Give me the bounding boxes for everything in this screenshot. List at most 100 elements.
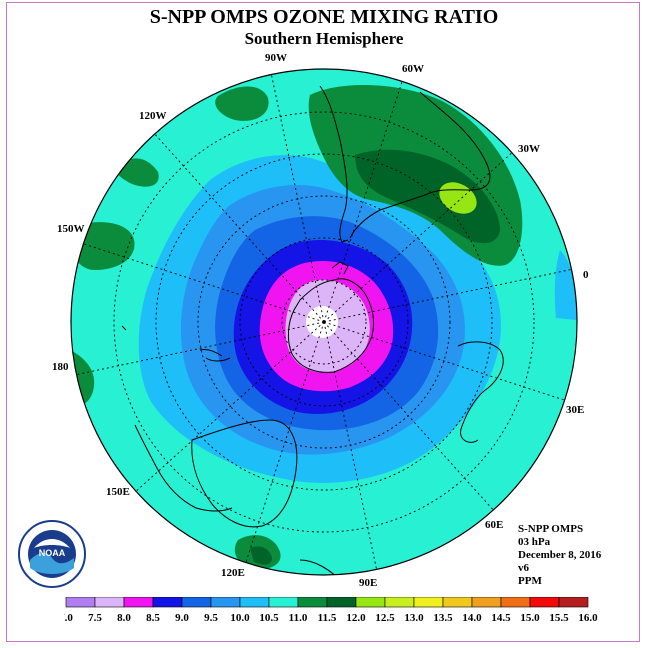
- lon-label-120w: 120W: [139, 110, 167, 122]
- colorbar-tick-label: 8.0: [117, 612, 131, 624]
- coastlines: [121, 85, 504, 575]
- info-level: 03 hPa: [518, 536, 551, 548]
- colorbar-tick-label: 9.5: [204, 612, 218, 624]
- lon-label-90w: 90W: [265, 52, 287, 64]
- meridian-line: [135, 321, 325, 492]
- colorbar-tick-label: 12.0: [346, 612, 366, 624]
- longitude-labels: 90W 60W 30W 0 120W 150W 180 30E 60E 90E …: [52, 52, 589, 589]
- colorbar-tick-label: 9.0: [175, 612, 189, 624]
- colorbar-tick-label: 7.0: [64, 612, 73, 624]
- meridian-line: [323, 321, 494, 511]
- lon-label-150w: 150W: [57, 223, 85, 235]
- colorbar-swatch: [239, 597, 270, 608]
- field-10-5-edge: [554, 250, 577, 320]
- meridian-line: [323, 321, 378, 570]
- colorbar-swatch: [181, 597, 212, 608]
- colorbar-tick-label: 11.0: [289, 612, 308, 624]
- lon-label-150e: 150E: [106, 486, 130, 498]
- colorbar-swatch: [152, 597, 183, 608]
- colorbar-swatch: [123, 597, 154, 608]
- ozone-field: [71, 69, 577, 575]
- field-11-5-patch-b: [116, 158, 159, 187]
- colorbar-swatch: [529, 597, 560, 608]
- colorbar-tick-label: 8.5: [146, 612, 160, 624]
- colorbar-swatch: [268, 597, 299, 608]
- colorbar-swatch: [384, 597, 415, 608]
- colorbar-tick-label: 10.5: [259, 612, 279, 624]
- colorbar-tick-label: 7.5: [88, 612, 102, 624]
- meridian-line: [270, 74, 325, 323]
- colorbar-swatch: [471, 597, 502, 608]
- lon-label-0: 0: [583, 269, 589, 281]
- map-border: [70, 68, 578, 576]
- latitude-circle-80: [281, 279, 367, 365]
- coast-antarctic-peninsula: [331, 261, 349, 275]
- colorbar-swatch: [94, 597, 125, 608]
- colorbar-tick-label: 13.0: [404, 612, 424, 624]
- coast-africa: [457, 341, 504, 443]
- lon-label-60e: 60E: [485, 519, 503, 531]
- graticule: [76, 74, 572, 570]
- latitude-circle-50: [155, 153, 493, 491]
- coast-south-america-west: [319, 85, 349, 243]
- field-11-5-patch-c: [71, 222, 135, 270]
- meridian-line: [323, 321, 565, 401]
- colorbar-swatches: [65, 597, 589, 608]
- colorbar-tick-label: 10.0: [230, 612, 250, 624]
- field-12-0-patch-e: [250, 546, 272, 565]
- info-product: S-NPP OMPS: [518, 523, 584, 535]
- coast-south-america-east: [349, 91, 491, 239]
- meridian-line: [323, 81, 403, 323]
- logo-text: NOAA: [39, 548, 66, 558]
- colorbar-swatch: [355, 597, 386, 608]
- colorbar-swatch: [326, 597, 357, 608]
- colorbar-tick-label: 15.5: [549, 612, 569, 624]
- coast-island-a: [121, 325, 127, 331]
- colorbar-tick-label: 15.0: [520, 612, 540, 624]
- colorbar-swatch: [500, 597, 531, 608]
- lon-label-30w: 30W: [518, 143, 540, 155]
- colorbar: 7.0 7.5 8.0 8.5 9.0 9.5 10.0 10.5 11.0 11.5 12.0 12…: [64, 597, 598, 624]
- meridians: [76, 74, 572, 570]
- meridian-line: [76, 321, 325, 376]
- lon-label-30e: 30E: [566, 404, 584, 416]
- coast-antarctica: [287, 278, 375, 373]
- colorbar-tick-label: 12.5: [375, 612, 395, 624]
- coast-australia: [191, 419, 298, 528]
- colorbar-ticks: 7.0 7.5 8.0 8.5 9.0 9.5 10.0 10.5 11.0 11.5 12.0 12…: [64, 612, 598, 624]
- colorbar-tick-label: 13.5: [433, 612, 453, 624]
- colorbar-swatch: [442, 597, 473, 608]
- lon-label-60w: 60W: [402, 63, 424, 75]
- coast-ross-sea: [199, 349, 231, 362]
- colorbar-swatch: [210, 597, 241, 608]
- colorbar-swatch: [297, 597, 328, 608]
- colorbar-swatch: [558, 597, 589, 608]
- latitude-circle-70: [239, 237, 409, 407]
- field-11-5-patch-a: [215, 86, 269, 121]
- coast-indonesia: [299, 559, 341, 575]
- info-block: S-NPP OMPS 03 hPa December 8, 2016 v6 PP…: [518, 523, 601, 588]
- noaa-logo: NOAA: [18, 520, 86, 588]
- colorbar-tick-label: 16.0: [578, 612, 598, 624]
- figure-frame: [6, 2, 640, 642]
- info-version: v6: [518, 562, 529, 574]
- meridian-line: [245, 321, 325, 563]
- colorbar-tick-label: 14.5: [491, 612, 511, 624]
- info-units: PPM: [518, 575, 542, 587]
- meridian-line: [154, 133, 325, 323]
- latitude-circle-40: [113, 111, 535, 533]
- page-subtitle: Southern Hemisphere: [244, 29, 404, 48]
- colorbar-tick-label: 11.5: [318, 612, 337, 624]
- latitude-circle-60: [197, 195, 451, 449]
- meridian-line: [323, 268, 572, 323]
- colorbar-swatch: [413, 597, 444, 608]
- lon-label-180: 180: [52, 361, 69, 373]
- field-12-0-samerica: [355, 149, 500, 244]
- meridian-line: [323, 152, 513, 323]
- colorbar-tick-label: 14.0: [462, 612, 482, 624]
- coast-new-zealand: [134, 424, 233, 512]
- logo-wave: [30, 553, 74, 574]
- info-date: December 8, 2016: [518, 549, 602, 561]
- colorbar-swatch: [65, 597, 96, 608]
